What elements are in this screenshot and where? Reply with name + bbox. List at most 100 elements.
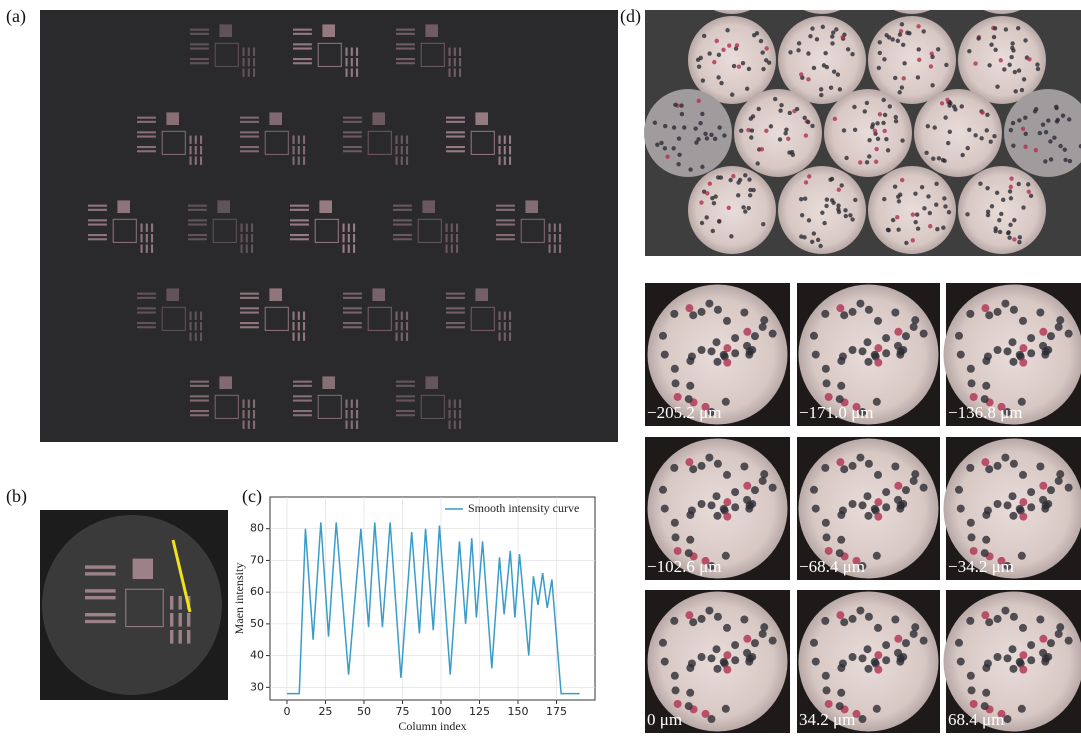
bar-group [343, 224, 345, 232]
dot [1011, 143, 1015, 147]
dot [677, 136, 681, 140]
clip-bottom [645, 256, 1081, 276]
dot [910, 323, 918, 331]
bar-group [396, 322, 398, 330]
dot [700, 165, 704, 169]
dot [1010, 613, 1018, 621]
dot [822, 672, 830, 680]
bar-group [446, 322, 465, 324]
bar-group [356, 410, 358, 418]
y-tick-label: 50 [250, 617, 264, 630]
target-square [372, 112, 385, 125]
dot [967, 128, 971, 132]
x-tick-label: 75 [395, 705, 409, 718]
dot [884, 137, 888, 141]
dot [1001, 454, 1009, 462]
panel-label: (b) [6, 486, 27, 507]
dot [980, 110, 984, 114]
bar-group [303, 136, 305, 144]
dot [853, 128, 857, 132]
dot [830, 34, 834, 38]
dot [745, 87, 749, 91]
x-axis-label: Column index [398, 719, 466, 733]
dot [759, 323, 767, 331]
bar-group [396, 33, 415, 35]
dot [1044, 346, 1052, 354]
dot [970, 393, 978, 401]
dot [842, 128, 846, 132]
dot [1048, 139, 1052, 143]
bar-group [446, 293, 465, 295]
y-tick-label: 80 [250, 522, 264, 535]
bar-group [459, 58, 461, 66]
dot [671, 672, 679, 680]
bar-group [454, 69, 456, 77]
bar-group [393, 234, 412, 236]
dot [812, 231, 816, 235]
dot [1067, 117, 1071, 121]
bar-group [190, 322, 192, 330]
dot [807, 218, 811, 222]
dot [730, 92, 734, 96]
dot [698, 615, 706, 623]
dot [739, 128, 743, 132]
dot [981, 549, 989, 557]
dot [1055, 323, 1063, 331]
bar-group [190, 400, 209, 402]
dot [865, 306, 873, 314]
dot [825, 65, 829, 69]
dot [713, 645, 721, 653]
dot [943, 204, 947, 208]
bar-group [549, 224, 551, 232]
dot [722, 398, 730, 406]
dot [743, 173, 747, 177]
dot [837, 210, 841, 214]
dot [874, 624, 882, 632]
dot [699, 200, 703, 204]
dot [705, 454, 713, 462]
dot [702, 34, 706, 38]
dot [807, 174, 811, 178]
dot [740, 615, 748, 623]
dot [837, 689, 845, 697]
dot [933, 125, 937, 129]
dot [751, 486, 759, 494]
dot [1019, 624, 1027, 632]
bar-group [509, 146, 511, 154]
dot [751, 332, 759, 340]
dot [878, 40, 882, 44]
dot [943, 115, 947, 119]
dot [698, 346, 706, 354]
dot [1065, 484, 1073, 492]
dot [1039, 328, 1047, 336]
dot [751, 639, 759, 647]
dot [803, 196, 807, 200]
dot [982, 689, 990, 697]
dot [740, 308, 748, 316]
target-square [322, 24, 335, 37]
bar-group [293, 322, 295, 330]
dot [1012, 237, 1016, 241]
dot [995, 84, 999, 88]
dot [836, 611, 844, 619]
bar-group [190, 48, 209, 50]
dot [1023, 145, 1027, 149]
dot [1063, 147, 1067, 151]
dot [804, 180, 808, 184]
target-square [166, 288, 179, 301]
dot [685, 458, 693, 466]
bar-group [351, 421, 353, 429]
dot [1039, 482, 1047, 490]
dot [671, 146, 675, 150]
dot [867, 154, 871, 158]
bar-group [195, 333, 197, 341]
dot [911, 623, 919, 631]
bar-group [293, 33, 312, 35]
dot [875, 121, 879, 125]
dot [1009, 512, 1017, 520]
clip-top [645, 0, 1081, 10]
dot [911, 238, 915, 242]
dot [882, 641, 890, 649]
dot [864, 358, 872, 366]
bar-group [459, 421, 461, 429]
